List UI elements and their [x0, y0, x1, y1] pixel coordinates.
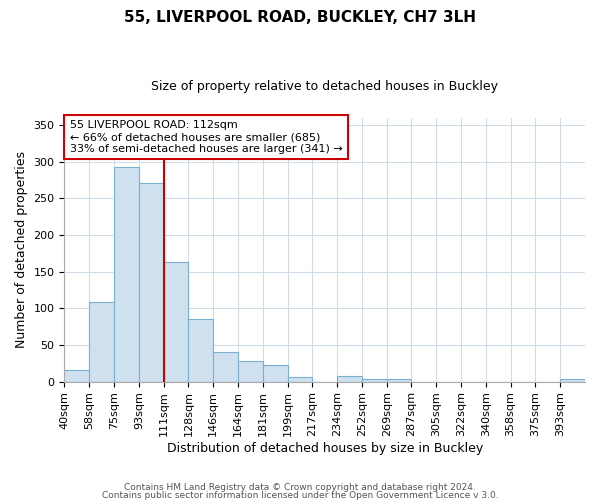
Bar	[89, 302, 114, 382]
Bar	[188, 318, 213, 382]
Text: Contains HM Land Registry data © Crown copyright and database right 2024.: Contains HM Land Registry data © Crown c…	[124, 484, 476, 492]
Bar	[287, 377, 313, 382]
X-axis label: Distribution of detached houses by size in Buckley: Distribution of detached houses by size …	[167, 442, 483, 455]
Bar	[114, 167, 139, 382]
Bar	[238, 361, 263, 382]
Title: Size of property relative to detached houses in Buckley: Size of property relative to detached ho…	[151, 80, 498, 93]
Bar	[64, 370, 89, 382]
Bar	[263, 366, 287, 382]
Bar	[362, 378, 386, 382]
Y-axis label: Number of detached properties: Number of detached properties	[15, 151, 28, 348]
Text: 55, LIVERPOOL ROAD, BUCKLEY, CH7 3LH: 55, LIVERPOOL ROAD, BUCKLEY, CH7 3LH	[124, 10, 476, 25]
Bar	[337, 376, 362, 382]
Bar	[139, 183, 164, 382]
Bar	[560, 380, 585, 382]
Bar	[386, 380, 412, 382]
Text: Contains public sector information licensed under the Open Government Licence v : Contains public sector information licen…	[101, 490, 499, 500]
Text: 55 LIVERPOOL ROAD: 112sqm
← 66% of detached houses are smaller (685)
33% of semi: 55 LIVERPOOL ROAD: 112sqm ← 66% of detac…	[70, 120, 343, 154]
Bar	[213, 352, 238, 382]
Bar	[164, 262, 188, 382]
